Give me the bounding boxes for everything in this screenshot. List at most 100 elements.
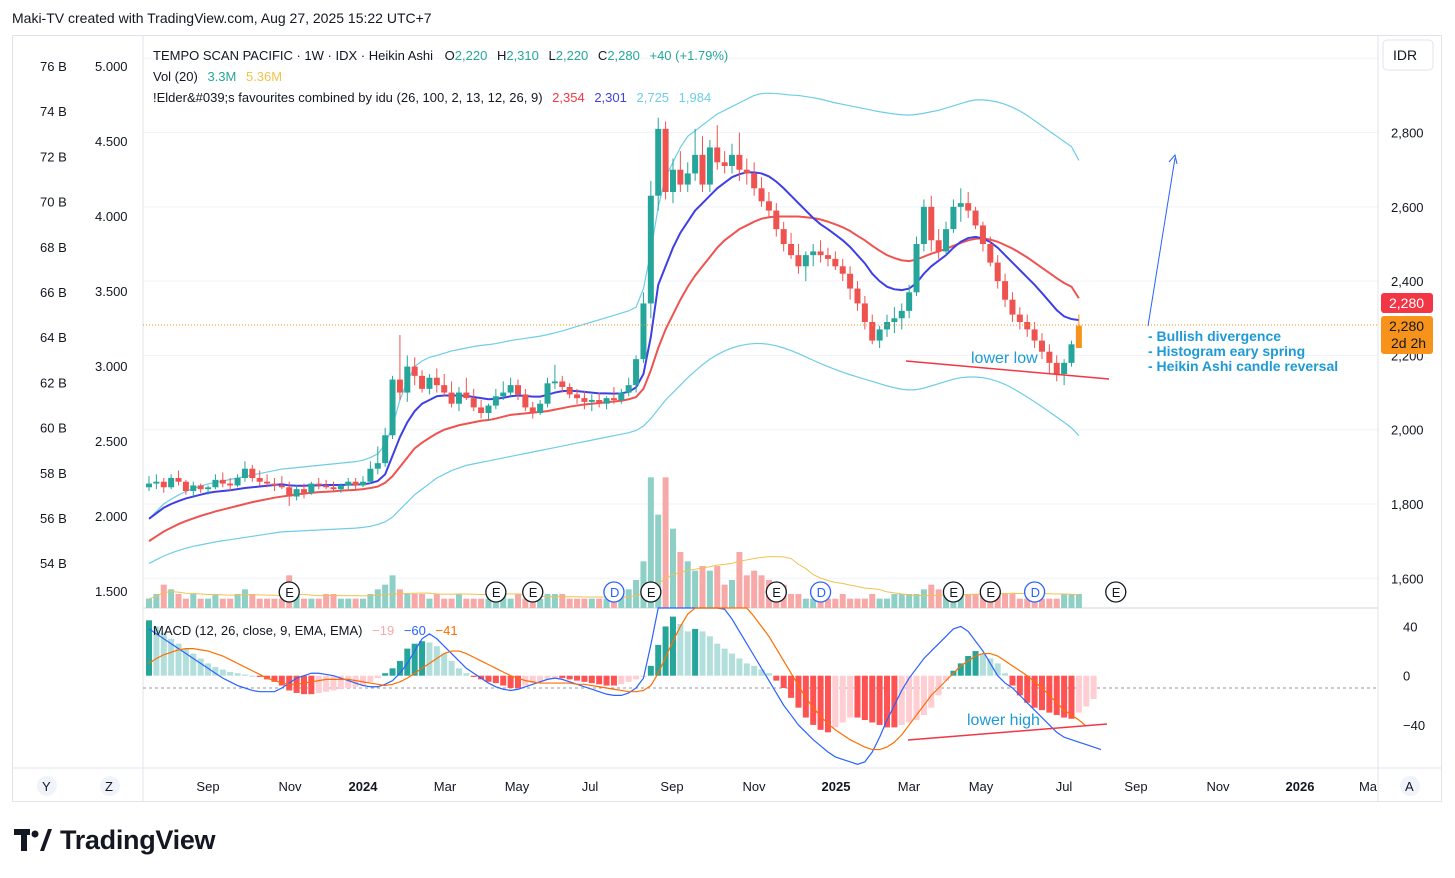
dividend-marker[interactable]	[809, 581, 832, 603]
candle-body[interactable]	[515, 385, 521, 395]
candle-body[interactable]	[264, 481, 271, 484]
candle-body[interactable]	[721, 162, 728, 166]
candle-body[interactable]	[906, 292, 913, 311]
candle-body[interactable]	[699, 154, 706, 185]
candle-body[interactable]	[581, 398, 588, 402]
dividend-marker[interactable]	[603, 581, 625, 603]
earnings-marker[interactable]	[485, 581, 507, 603]
candle-body[interactable]	[478, 407, 485, 413]
candle-body[interactable]	[655, 128, 662, 196]
candle-body[interactable]	[1016, 314, 1023, 322]
candle-body[interactable]	[419, 375, 426, 389]
candle-body[interactable]	[197, 485, 204, 490]
candle-body[interactable]	[810, 251, 817, 256]
candle-body[interactable]	[448, 392, 455, 404]
tradingview-logo[interactable]: TradingView	[14, 822, 216, 858]
candle-body[interactable]	[603, 398, 610, 404]
candle-body[interactable]	[286, 487, 293, 497]
candle-body[interactable]	[884, 322, 890, 330]
candle-body[interactable]	[1009, 299, 1016, 315]
candle-body[interactable]	[227, 483, 234, 486]
candle-body[interactable]	[743, 169, 750, 174]
candle-body[interactable]	[972, 210, 979, 226]
candle-body[interactable]	[441, 385, 448, 393]
candle-body[interactable]	[1031, 329, 1038, 341]
candle-body[interactable]	[965, 203, 972, 211]
candle-body[interactable]	[1038, 340, 1045, 352]
candle-body[interactable]	[957, 203, 964, 207]
candle-body[interactable]	[994, 262, 1001, 282]
candle-body[interactable]	[736, 154, 743, 170]
candle-body[interactable]	[463, 392, 470, 399]
candle-body[interactable]	[684, 173, 691, 185]
candle-body[interactable]	[773, 210, 780, 230]
earnings-marker[interactable]	[522, 581, 544, 603]
chart-frame[interactable]: E E E D E E D E E D E lower low lower high - Bulli…	[12, 35, 1442, 802]
candle-body[interactable]	[470, 398, 477, 408]
candle-body[interactable]	[788, 244, 795, 256]
candle-body[interactable]	[979, 225, 986, 244]
candle-body[interactable]	[271, 483, 278, 486]
candle-body[interactable]	[869, 322, 876, 341]
candle-body[interactable]	[389, 379, 396, 436]
candle-body[interactable]	[537, 403, 544, 413]
candle-body[interactable]	[160, 481, 167, 488]
candle-body[interactable]	[219, 479, 226, 484]
price-axis[interactable]: 3,0002,8002,6002,4002,2002,0001,8001,600…	[1391, 51, 1425, 733]
candle-body[interactable]	[758, 188, 765, 202]
candle-body[interactable]	[315, 483, 322, 486]
candle-body[interactable]	[765, 201, 772, 211]
candle-body[interactable]	[559, 381, 566, 387]
candle-body[interactable]	[426, 377, 433, 389]
candle-body[interactable]	[507, 385, 514, 393]
candle-body[interactable]	[367, 468, 374, 482]
candle-body[interactable]	[566, 387, 573, 395]
candle-body[interactable]	[751, 173, 758, 189]
candle-body[interactable]	[212, 479, 219, 488]
candle-body[interactable]	[640, 303, 647, 360]
candle-body[interactable]	[323, 485, 330, 488]
candle-body[interactable]	[256, 478, 263, 482]
candle-body[interactable]	[633, 359, 640, 386]
candle-body[interactable]	[780, 229, 787, 244]
candle-body[interactable]	[404, 366, 411, 393]
button-y[interactable]: Y	[37, 776, 57, 796]
candle-body[interactable]	[714, 147, 721, 163]
candle-body[interactable]	[234, 478, 241, 486]
candle-body[interactable]	[987, 244, 994, 263]
candle-body[interactable]	[551, 381, 558, 384]
candle-body[interactable]	[1061, 362, 1068, 374]
candle-body[interactable]	[300, 489, 307, 493]
candle-body[interactable]	[1024, 322, 1031, 330]
candle-body[interactable]	[411, 366, 418, 376]
earnings-marker[interactable]	[278, 581, 300, 603]
candle-body[interactable]	[146, 483, 152, 488]
candle-body[interactable]	[374, 463, 381, 469]
candle-body[interactable]	[861, 303, 868, 322]
candle-body[interactable]	[839, 266, 846, 274]
candle-body[interactable]	[920, 206, 927, 244]
candle-body[interactable]	[610, 398, 617, 400]
earnings-marker[interactable]	[942, 581, 965, 603]
earnings-marker[interactable]	[1105, 581, 1127, 603]
candle-body[interactable]	[706, 147, 713, 185]
candle-body[interactable]	[330, 487, 337, 490]
candle-body[interactable]	[647, 195, 654, 304]
candle-body[interactable]	[618, 392, 625, 400]
candle-body[interactable]	[352, 481, 359, 486]
candle-body[interactable]	[625, 385, 632, 393]
currency-button[interactable]: IDR	[1382, 39, 1434, 71]
candle-body[interactable]	[898, 310, 905, 319]
candle-body[interactable]	[854, 288, 861, 304]
candle-body[interactable]	[913, 244, 920, 293]
candle-body[interactable]	[382, 435, 389, 464]
candle-body[interactable]	[485, 405, 492, 413]
earnings-marker[interactable]	[979, 581, 1001, 603]
candle-body[interactable]	[1046, 351, 1053, 363]
candle-body[interactable]	[662, 128, 669, 192]
candles[interactable]	[146, 117, 1082, 506]
candle-body[interactable]	[588, 400, 595, 402]
candle-body[interactable]	[168, 478, 175, 488]
candle-body[interactable]	[847, 273, 854, 289]
